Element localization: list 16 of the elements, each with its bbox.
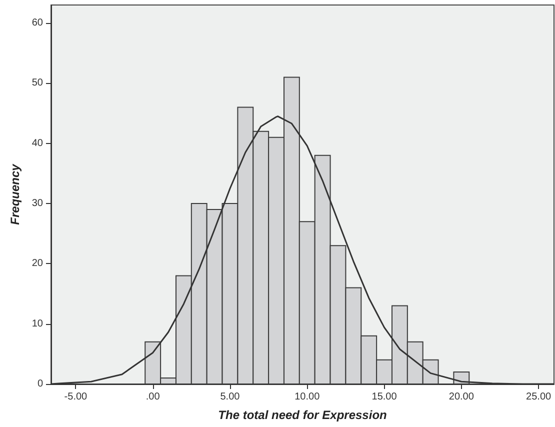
y-tick-label: 0	[37, 378, 44, 390]
x-tick-label: -5.00	[64, 392, 88, 402]
y-tick-label: 60	[32, 18, 44, 29]
y-axis-title: Frequency	[8, 162, 22, 225]
y-tick-label: 10	[32, 318, 44, 330]
y-tick-label: 20	[32, 258, 44, 270]
x-axis-title: The total need for Expression	[218, 408, 387, 422]
x-tick-label: .00	[146, 392, 160, 402]
x-tick-label: 20.00	[448, 392, 474, 402]
x-tick-label: 5.00	[220, 392, 240, 402]
x-tick-label: 15.00	[372, 392, 398, 402]
y-tick-label: 40	[32, 138, 44, 149]
y-tick-label: 30	[32, 198, 44, 210]
x-tick-label: 10.00	[294, 392, 320, 402]
y-tick-label: 50	[32, 78, 44, 89]
x-tick-label: 25.00	[526, 392, 552, 402]
